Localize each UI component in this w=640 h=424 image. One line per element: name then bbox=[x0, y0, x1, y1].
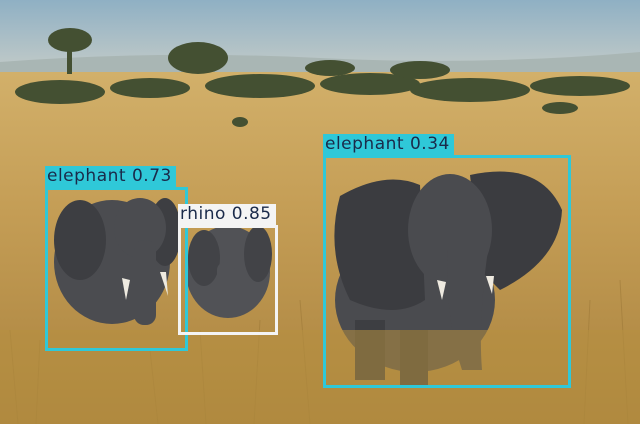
detection-label: elephant 0.73 bbox=[45, 166, 176, 187]
foreground-grass bbox=[0, 330, 640, 424]
detection-label: rhino 0.85 bbox=[178, 204, 276, 225]
detection-box-elephant-2: elephant 0.34 bbox=[323, 134, 571, 388]
tree-line bbox=[15, 28, 630, 127]
detection-label: elephant 0.34 bbox=[323, 134, 454, 155]
elephant-small bbox=[186, 226, 272, 318]
elephant-left bbox=[54, 198, 181, 325]
detection-box-elephant-1: elephant 0.73 bbox=[45, 166, 188, 351]
detection-box-rhino: rhino 0.85 bbox=[178, 204, 278, 335]
